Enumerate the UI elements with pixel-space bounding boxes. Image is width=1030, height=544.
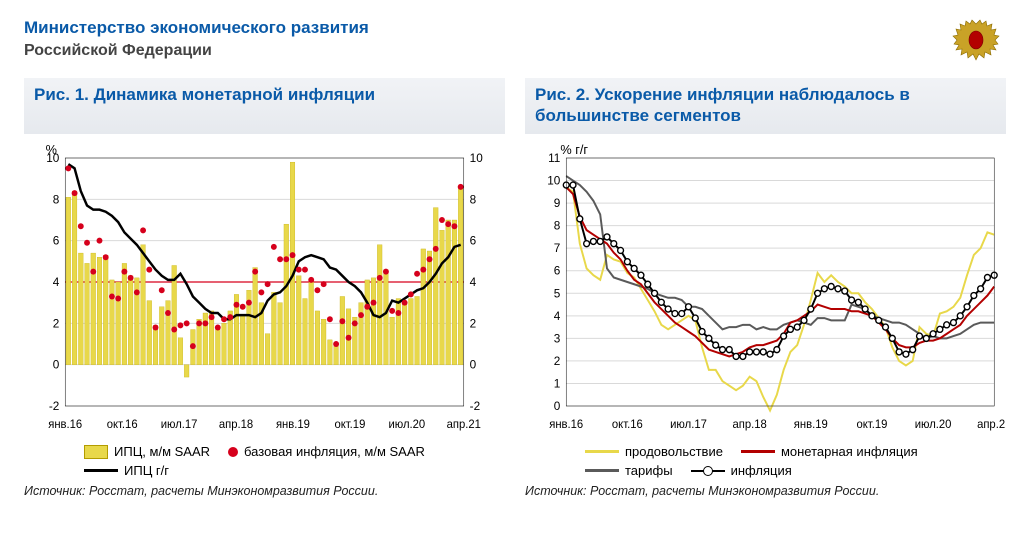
chart-2-plot: 0 1 2 3 4 5 6 7 8 9 10 11% г/г янв.16 окт.16 июл.17 апр…: [525, 140, 1006, 440]
svg-text:3: 3: [554, 331, 561, 345]
svg-text:6: 6: [470, 234, 477, 248]
svg-text:янв.19: янв.19: [276, 419, 310, 431]
svg-text:10: 10: [547, 173, 560, 187]
federation-name: Российской Федерации: [24, 42, 369, 60]
svg-text:1: 1: [554, 376, 561, 390]
chart-1-legend: ИПЦ, м/м SAAR базовая инфляция, м/м SAAR…: [24, 440, 505, 478]
legend-label-dots: базовая инфляция, м/м SAAR: [244, 444, 425, 459]
legend-swatch-bars: [84, 445, 108, 459]
svg-text:8: 8: [554, 219, 561, 233]
svg-text:окт.16: окт.16: [107, 419, 138, 431]
legend-label-line: ИПЦ г/г: [124, 463, 169, 478]
legend-label-food: продовольствие: [625, 444, 723, 459]
svg-text:июл.20: июл.20: [915, 419, 952, 431]
svg-text:апр.21: апр.21: [977, 419, 1006, 431]
svg-text:8: 8: [53, 192, 60, 206]
svg-text:янв.16: янв.16: [48, 419, 82, 431]
chart-1-plot: -2-200224466881010%янв.16окт.16июл.17апр…: [24, 140, 505, 440]
chart-2-panel: Рис. 2. Ускорение инфляции наблюдалось в…: [525, 78, 1006, 498]
svg-text:0: 0: [53, 358, 60, 372]
chart-2-source: Источник: Росстат, расчеты Минэкономразв…: [525, 484, 1006, 498]
chart-1-title: Рис. 1. Динамика монетарной инфляции: [24, 78, 505, 134]
chart-1-source: Источник: Росстат, расчеты Минэкономразв…: [24, 484, 505, 498]
legend-swatch-inflation: [691, 465, 725, 477]
svg-text:2: 2: [53, 316, 60, 330]
legend-label-inflation: инфляция: [731, 463, 792, 478]
svg-text:апр.18: апр.18: [733, 419, 767, 431]
svg-text:окт.16: окт.16: [612, 419, 643, 431]
svg-text:апр.21: апр.21: [447, 419, 481, 431]
legend-swatch-tariffs: [585, 469, 619, 472]
svg-text:0: 0: [470, 358, 477, 372]
header: Министерство экономического развития Рос…: [24, 18, 1006, 68]
svg-text:10: 10: [470, 151, 483, 165]
svg-text:9: 9: [554, 196, 561, 210]
legend-swatch-line: [84, 469, 118, 472]
svg-text:11: 11: [548, 151, 561, 165]
legend-swatch-monetary: [741, 450, 775, 453]
svg-text:2: 2: [554, 354, 561, 368]
svg-text:апр.18: апр.18: [219, 419, 253, 431]
chart-2-title: Рис. 2. Ускорение инфляции наблюдалось в…: [525, 78, 1006, 134]
svg-text:4: 4: [554, 309, 561, 323]
svg-text:-2: -2: [49, 399, 59, 413]
svg-text:4: 4: [53, 275, 60, 289]
svg-text:-2: -2: [470, 399, 480, 413]
chart-1-panel: Рис. 1. Динамика монетарной инфляции -2 -…: [24, 78, 505, 498]
legend-label-bars: ИПЦ, м/м SAAR: [114, 444, 210, 459]
svg-text:июл.17: июл.17: [161, 419, 198, 431]
legend-label-tariffs: тарифы: [625, 463, 673, 478]
svg-text:0: 0: [554, 399, 561, 413]
svg-text:7: 7: [554, 241, 561, 255]
svg-text:4: 4: [470, 275, 477, 289]
svg-text:%: %: [46, 142, 57, 157]
svg-text:окт.19: окт.19: [856, 419, 887, 431]
legend-label-monetary: монетарная инфляция: [781, 444, 918, 459]
coat-of-arms-icon: [946, 18, 1006, 68]
svg-text:6: 6: [53, 234, 60, 248]
ministry-name: Министерство экономического развития: [24, 18, 369, 38]
legend-swatch-food: [585, 450, 619, 453]
chart-2-legend: продовольствие монетарная инфляция тариф…: [525, 440, 1006, 478]
svg-text:5: 5: [554, 286, 561, 300]
svg-text:8: 8: [470, 192, 477, 206]
svg-text:% г/г: % г/г: [560, 142, 588, 157]
svg-text:6: 6: [554, 264, 561, 278]
svg-text:2: 2: [470, 316, 477, 330]
svg-text:янв.16: янв.16: [549, 419, 583, 431]
legend-swatch-dots: [228, 447, 238, 457]
svg-text:янв.19: янв.19: [794, 419, 828, 431]
svg-text:июл.20: июл.20: [388, 419, 425, 431]
svg-text:окт.19: окт.19: [334, 419, 365, 431]
svg-text:июл.17: июл.17: [670, 419, 707, 431]
